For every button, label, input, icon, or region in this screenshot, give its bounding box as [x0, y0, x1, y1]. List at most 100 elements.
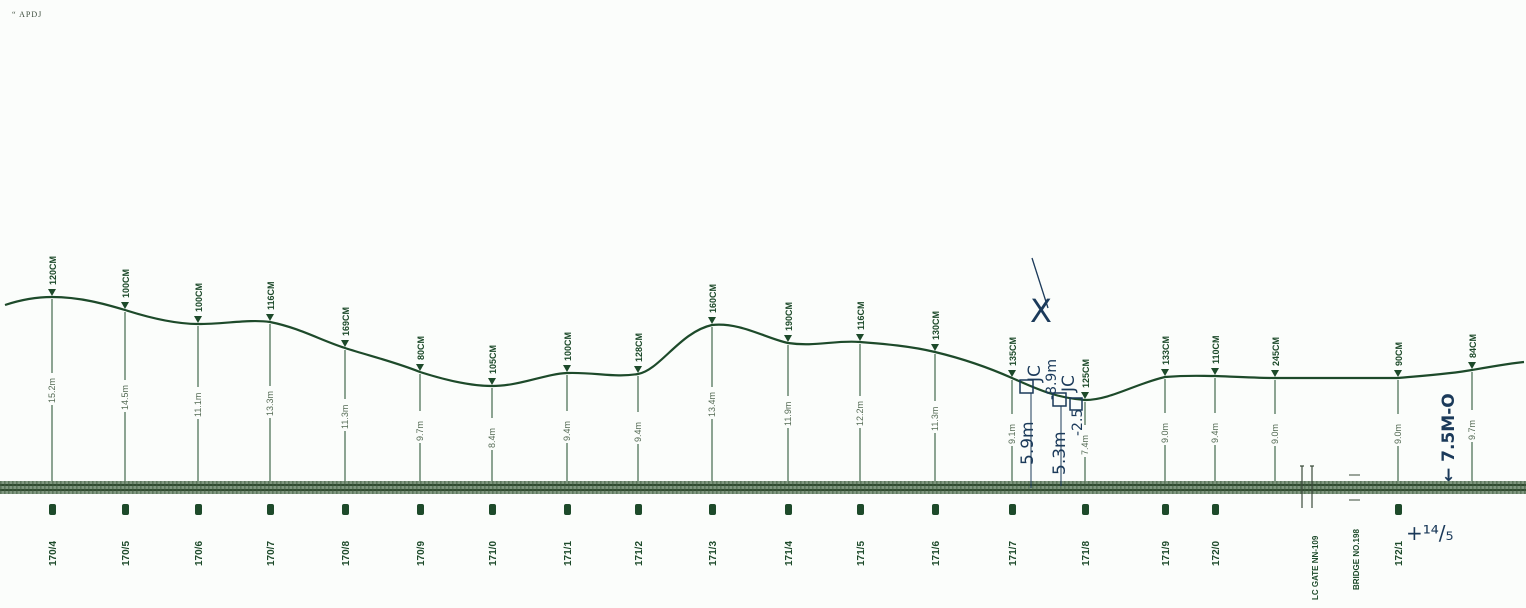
- height-label: 9.4m: [562, 421, 572, 441]
- height-label: 13.3m: [265, 391, 275, 416]
- sag-marker-icon: [48, 289, 56, 296]
- sag-label: 160CM: [708, 284, 718, 313]
- height-label: 11.9m: [783, 402, 793, 426]
- conductor-profile-line: [4, 295, 1525, 402]
- height-label-bg: [1160, 413, 1170, 445]
- sag-label: 116CM: [266, 281, 276, 310]
- height-label: 14.5m: [120, 385, 130, 410]
- height-label: 12.2m: [855, 401, 865, 426]
- bridge-symbol: [1349, 474, 1360, 501]
- pole-symbol-icon: [49, 504, 56, 515]
- sag-marker-icon: [1271, 370, 1279, 377]
- sag-marker-icon: [194, 316, 202, 323]
- sag-marker-icon: [931, 344, 939, 351]
- height-label-bg: [930, 401, 940, 433]
- vertical-handwritten-note: ← 7.5M-O: [1439, 393, 1459, 482]
- jc2-height: 5.3m: [1050, 431, 1070, 475]
- railway-track: [0, 481, 1526, 494]
- sag-marker-icon: [856, 334, 864, 341]
- sag-label: 90CM: [1394, 342, 1404, 366]
- pole-symbol-icon: [635, 504, 642, 515]
- pole-number-label: 172/0: [1211, 541, 1222, 566]
- sag-marker-icon: [563, 365, 571, 372]
- pen-stroke: [1031, 257, 1049, 309]
- height-label-bg: [1007, 414, 1017, 446]
- sag-label: 100CM: [563, 332, 573, 361]
- pole-symbol-icon: [1212, 504, 1219, 515]
- pole-number-label: 171/4: [784, 541, 795, 566]
- sag-label: 116CM: [856, 301, 866, 330]
- pole-symbol-icon: [267, 504, 274, 515]
- sag-marker-icon: [1468, 362, 1476, 369]
- sag-marker-icon: [121, 302, 129, 309]
- height-label: 9.0m: [1270, 424, 1280, 444]
- height-label-bg: [783, 396, 793, 428]
- handwritten-annotations: X JC -8.9m 5.9m JC -2.5 5.3m ← 7.5M-O +¹…: [1018, 257, 1459, 545]
- height-label-bg: [633, 412, 643, 444]
- jc1-height: 5.9m: [1018, 421, 1038, 465]
- height-label: 8.4m: [487, 428, 497, 448]
- height-label-bg: [265, 386, 275, 418]
- pole-number-label: 171/3: [708, 541, 719, 566]
- jc2-dimension: -2.5: [1070, 409, 1086, 436]
- jc2-label: JC: [1059, 375, 1079, 393]
- height-label-bg: [707, 387, 717, 419]
- pole-number-label: 170/4: [48, 541, 59, 566]
- sag-label: 100CM: [121, 269, 131, 298]
- height-label: 7.4m: [1080, 435, 1090, 455]
- sag-label: 84CM: [1468, 334, 1478, 358]
- sag-marker-icon: [1211, 368, 1219, 375]
- bottom-handwritten-note: +¹⁴/₅: [1406, 521, 1454, 545]
- sag-label: 133CM: [1161, 336, 1171, 365]
- height-label: 9.0m: [1160, 423, 1170, 443]
- pole-symbol-icon: [1009, 504, 1016, 515]
- sag-marker-icon: [341, 340, 349, 347]
- lc-gate-symbol: [1300, 465, 1314, 508]
- corner-mark: “ APDJ: [12, 10, 43, 19]
- height-label: 11.3m: [930, 407, 940, 431]
- pole-number-label: 170/7: [266, 541, 277, 566]
- sag-marker-icon: [1081, 392, 1089, 399]
- pole-symbol-icon: [932, 504, 939, 515]
- height-label-bg: [855, 396, 865, 428]
- sag-label: 135CM: [1008, 337, 1018, 366]
- jc1-box: [1019, 379, 1034, 394]
- height-label: 9.7m: [415, 421, 425, 441]
- pole-number-label: 171/5: [856, 541, 867, 566]
- pole-symbol-icon: [857, 504, 864, 515]
- sag-label: 120CM: [48, 256, 58, 285]
- pole-symbol-icon: [785, 504, 792, 515]
- sag-marker-icon: [708, 317, 716, 324]
- sag-label: 245CM: [1271, 337, 1281, 366]
- jc2-box: [1052, 392, 1067, 407]
- height-label-bg: [562, 411, 572, 443]
- height-label: 9.0m: [1393, 424, 1403, 444]
- sag-marker-icon: [634, 366, 642, 373]
- sag-marker-icon: [1008, 370, 1016, 377]
- pole-number-label: 171/9: [1161, 541, 1172, 566]
- jc2-box-b: [1069, 397, 1083, 411]
- sag-label: 190CM: [784, 302, 794, 331]
- jc1-label: JC: [1025, 365, 1045, 383]
- sag-marker-icon: [784, 335, 792, 342]
- x-mark: X: [1030, 292, 1052, 330]
- pole-number-label: 170/9: [416, 541, 427, 566]
- pole-symbol-icon: [1082, 504, 1089, 515]
- height-label: 15.2m: [47, 378, 57, 403]
- sag-label: 110CM: [1211, 335, 1221, 364]
- height-label-bg: [1270, 414, 1280, 446]
- pole-number-label: 171/0: [488, 541, 499, 566]
- sag-marker-icon: [266, 314, 274, 321]
- height-label: 13.4m: [707, 392, 717, 417]
- pole-number-label: 172/1: [1394, 541, 1405, 566]
- pole-symbol-icon: [489, 504, 496, 515]
- height-label-bg: [1080, 425, 1090, 457]
- sag-label: 105CM: [488, 345, 498, 374]
- height-label-bg: [193, 387, 203, 419]
- height-label-bg: [340, 399, 350, 431]
- height-label-bg: [1467, 410, 1477, 442]
- pole-symbol-icon: [122, 504, 129, 515]
- jc1-dimension: -8.9m: [1044, 359, 1060, 400]
